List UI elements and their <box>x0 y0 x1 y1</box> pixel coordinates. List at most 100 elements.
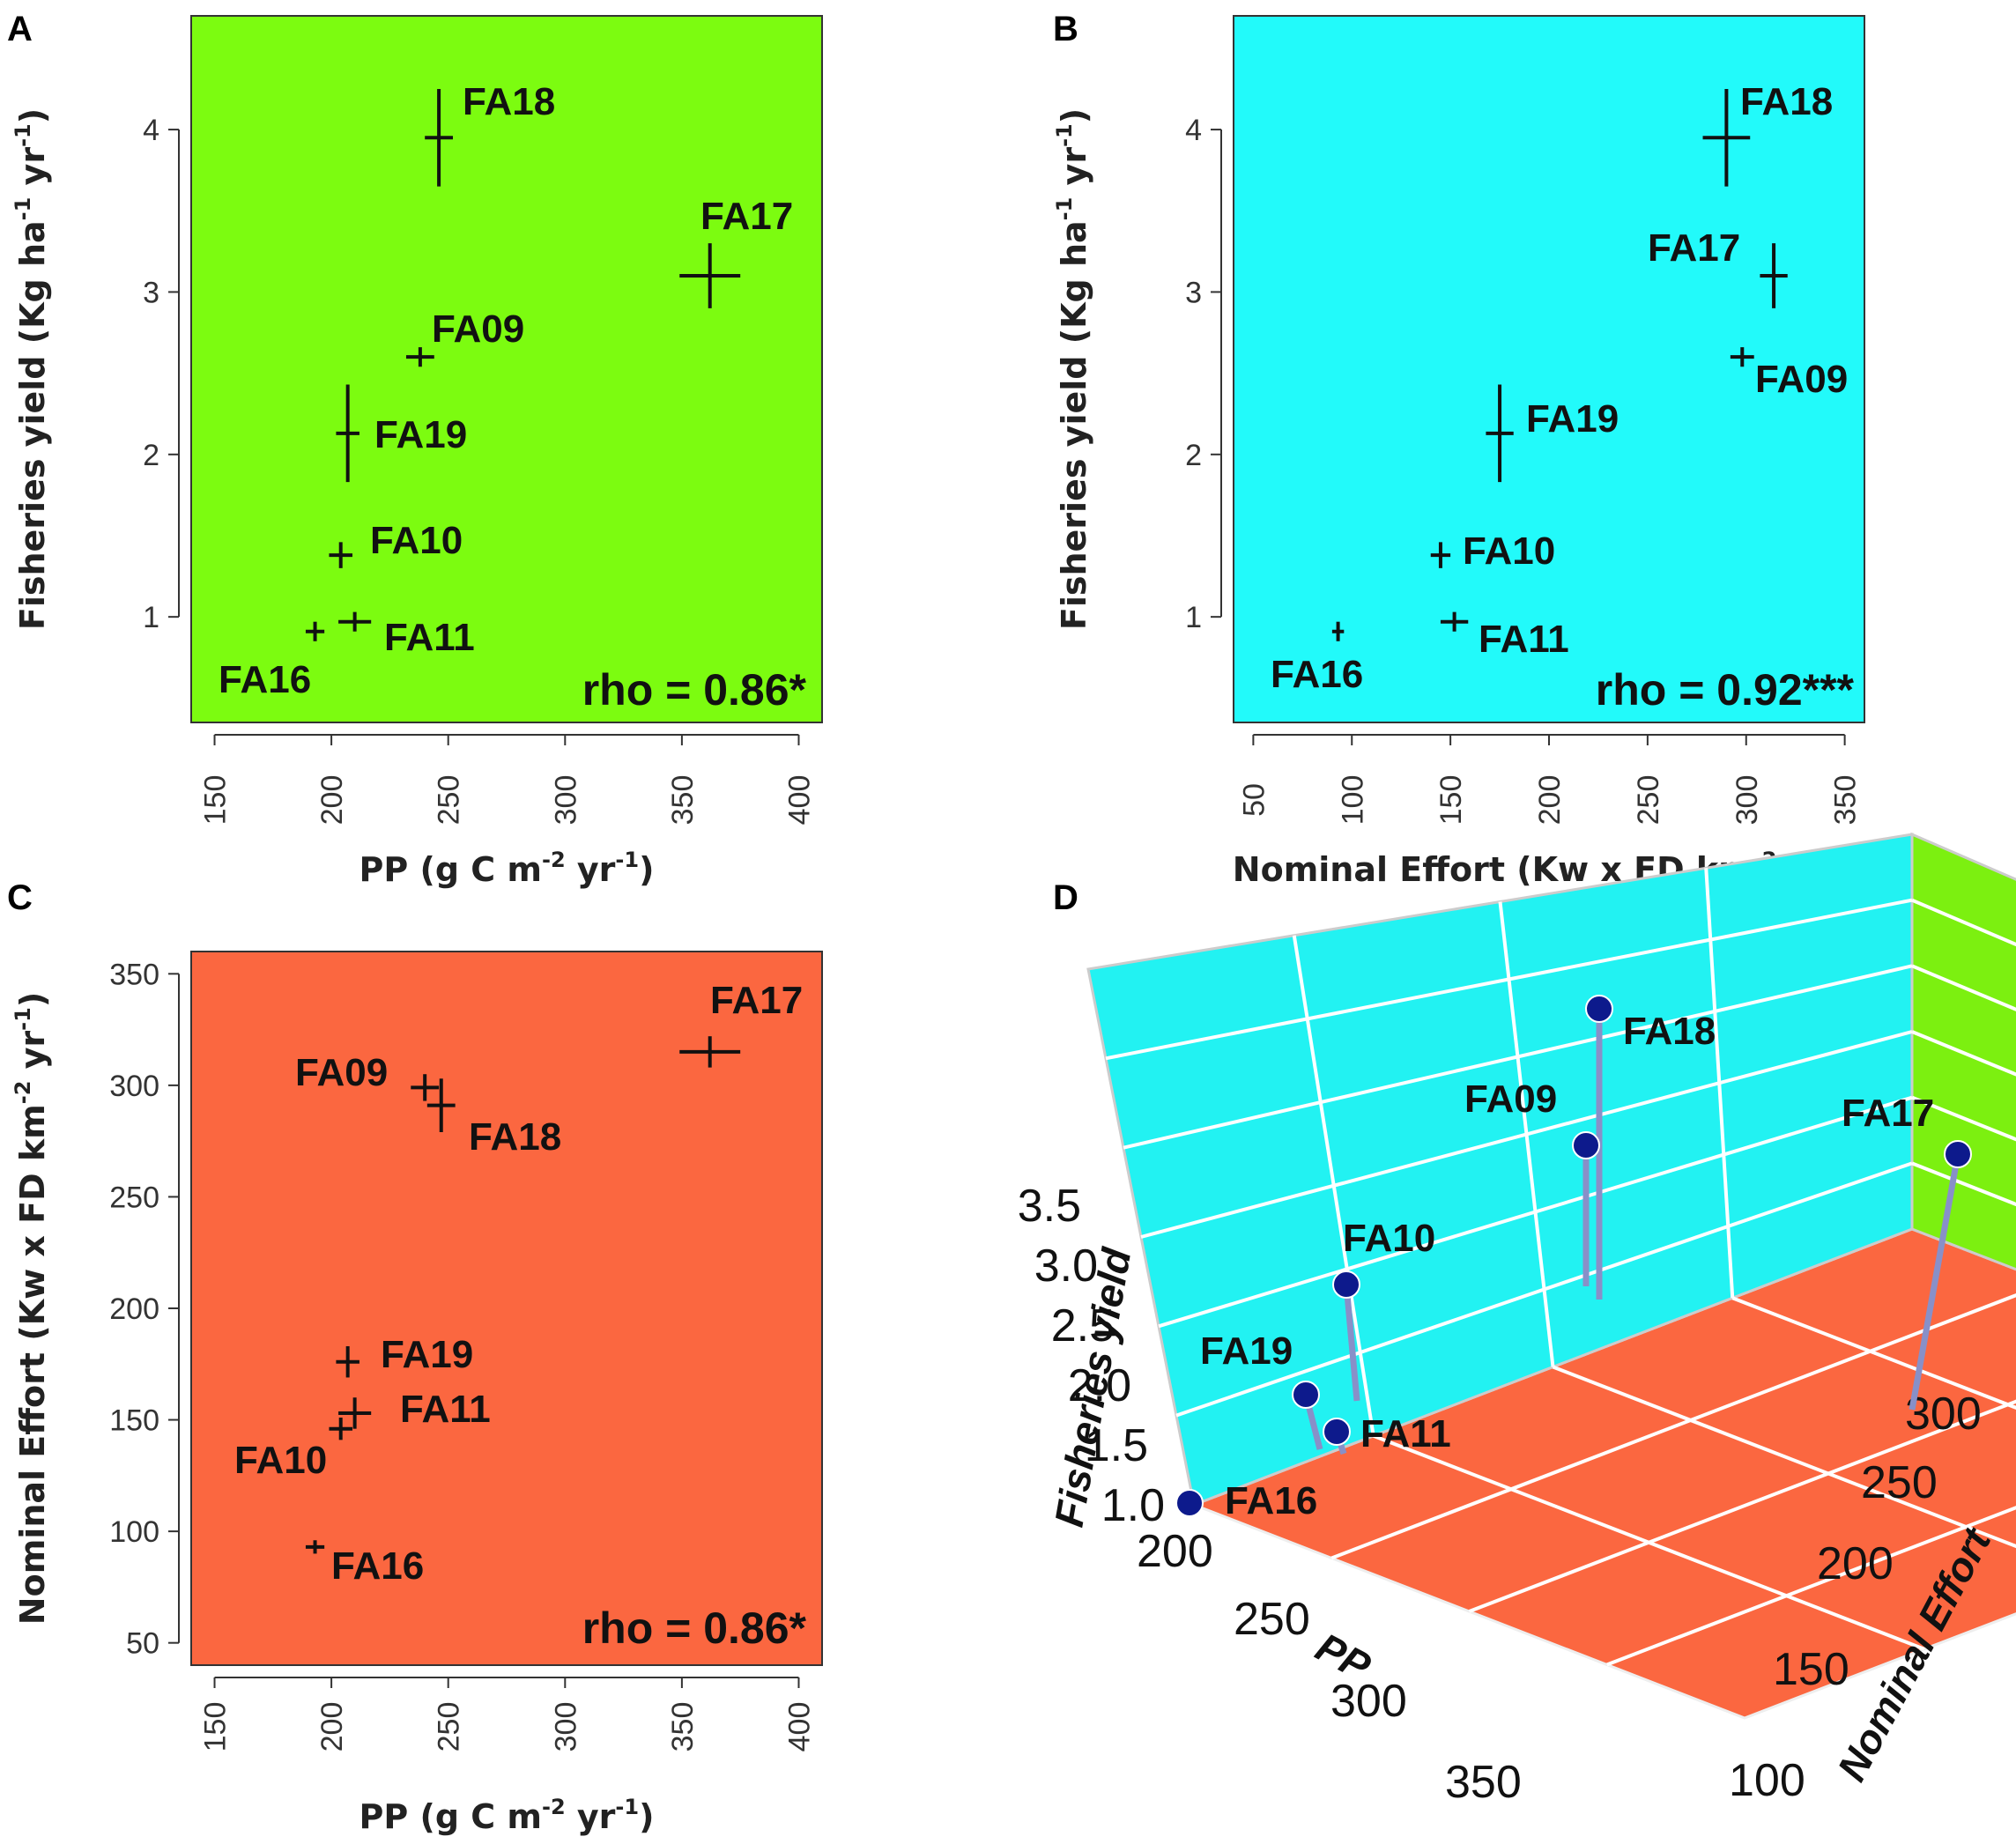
rho-annotation: rho = 0.86* <box>582 665 807 715</box>
x-tick-label: 300 <box>1731 775 1764 826</box>
y-axis-title-part: Fisheries yield (Kg ha <box>1055 220 1093 630</box>
x-tick-label: 350 <box>1445 1757 1522 1808</box>
x-tick-label: 300 <box>549 1702 582 1752</box>
point-label-fa11: FA11 <box>400 1388 491 1431</box>
z-tick-label: 2.0 <box>1068 1360 1131 1411</box>
data-point-fa11 <box>1323 1418 1351 1446</box>
y-axis-title-part: ) <box>1055 108 1093 123</box>
x-axis-title-part: ) <box>639 850 654 889</box>
point-label-fa11: FA11 <box>1479 618 1569 661</box>
x-axis-title-part: PP (g C m <box>359 1797 542 1836</box>
point-label-fa18: FA18 <box>1623 1010 1716 1053</box>
point-label-fa11: FA11 <box>1360 1412 1451 1455</box>
x-tick-label: 350 <box>666 775 700 826</box>
x-axis-title: PP (g C m-2 yr-1) <box>359 848 655 889</box>
point-label-fa09: FA09 <box>432 307 524 351</box>
point-label-fa16: FA16 <box>219 658 311 701</box>
x-tick-label: 250 <box>433 775 466 826</box>
plot-area <box>190 951 823 1666</box>
y-axis-title-part: yr <box>1055 147 1093 197</box>
x-tick-label: 300 <box>1330 1676 1407 1727</box>
x-tick-label: 400 <box>782 1702 816 1752</box>
x-axis-title-part: -2 <box>542 848 566 872</box>
wall-gridline <box>1911 1030 2016 1077</box>
point-label-fa19: FA19 <box>381 1333 473 1376</box>
y-tick-label: 300 <box>1905 1389 1982 1440</box>
point-label-fa17: FA17 <box>1648 226 1740 270</box>
z-tick-label: 2.5 <box>1051 1300 1115 1352</box>
point-label-fa18: FA18 <box>469 1115 561 1159</box>
panel-letter: C <box>7 878 33 917</box>
point-label-fa09: FA09 <box>1464 1078 1557 1121</box>
z-tick-label: 3.0 <box>1034 1240 1098 1292</box>
y-axis-title-part: -1 <box>1052 197 1077 221</box>
point-label-fa19: FA19 <box>1526 397 1619 441</box>
x-tick-label: 200 <box>1533 775 1567 826</box>
point-label-fa10: FA10 <box>234 1439 327 1482</box>
x-tick-label: 150 <box>1434 775 1468 826</box>
y-tick-label: 100 <box>1729 1755 1805 1806</box>
y-axis-title-part: -1 <box>11 1007 35 1031</box>
plot-area <box>190 15 823 723</box>
x-tick-label: 250 <box>433 1702 466 1752</box>
wall-gridline <box>1911 964 2016 1011</box>
x-tick-label: 200 <box>1137 1526 1213 1577</box>
data-point-fa19 <box>1292 1381 1320 1409</box>
x-tick-label: 50 <box>1237 783 1271 817</box>
data-point-fa10 <box>1332 1270 1360 1299</box>
wall-gridline <box>1911 1161 2016 1207</box>
wall-gridline <box>1704 868 1735 1299</box>
point-label-fa10: FA10 <box>1343 1217 1435 1260</box>
stem-fa10 <box>1343 1284 1360 1402</box>
floor-gridline <box>1606 1506 2016 1667</box>
panel-d: D 1.0 1.5 2.0 2.5 3.0 3.5 200 250 300 350 100 150 200… <box>1018 832 2016 1808</box>
plot-area <box>1233 15 1865 723</box>
x-tick-label: 400 <box>782 775 816 826</box>
y-tick-label: 4 <box>143 114 159 147</box>
y-axis-title: Fisheries yield (Kg ha-1 yr-1) <box>1052 108 1093 630</box>
y-tick-label: 4 <box>1185 114 1202 147</box>
data-point-fa16 <box>1175 1489 1204 1517</box>
floor-gridline <box>1731 1296 2016 1410</box>
point-label-fa17: FA17 <box>700 195 793 238</box>
x-tick-label: 350 <box>1829 775 1863 826</box>
point-label-fa10: FA10 <box>370 519 463 562</box>
stem-fa17 <box>1909 1153 1961 1411</box>
point-label-fa17: FA17 <box>710 979 803 1022</box>
point-label-fa18: FA18 <box>1740 80 1833 123</box>
point-label-fa09: FA09 <box>295 1051 388 1094</box>
point-label-fa19: FA19 <box>1200 1329 1293 1373</box>
x-axis-title-part: ) <box>639 1797 654 1836</box>
x-tick-label: 150 <box>199 775 233 826</box>
y-tick-label: 3 <box>1185 276 1202 309</box>
z-tick-label: 3.5 <box>1018 1181 1081 1232</box>
x-axis-title: PP (g C m-2 yr-1) <box>359 1795 655 1836</box>
panel-letter: A <box>7 10 33 48</box>
y-tick-label: 50 <box>126 1627 159 1661</box>
y-tick-label: 2 <box>1185 439 1202 472</box>
z-tick-label: 1.0 <box>1101 1480 1165 1531</box>
wall-gridline <box>1292 935 1375 1437</box>
y-axis-title-part: Nominal Effort (Kw x FD km <box>13 1104 52 1625</box>
x-tick-label: 100 <box>1336 775 1369 826</box>
wall-gridline <box>1911 1095 2016 1142</box>
x-tick-label: 200 <box>315 1702 349 1752</box>
point-label-fa09: FA09 <box>1755 358 1848 401</box>
panel-letter: D <box>1053 878 1078 917</box>
x-tick-label: 350 <box>666 1702 700 1752</box>
wall-gridline <box>1498 901 1555 1367</box>
y-tick-label: 3 <box>143 276 159 309</box>
z-tick-label: 1.5 <box>1085 1420 1148 1471</box>
panel-c: C 150 200 250 300 350 400 50 100 150 200 250 300 350 P… <box>7 878 823 1836</box>
x-tick-label: 250 <box>1632 775 1665 826</box>
rho-annotation: rho = 0.86* <box>582 1603 807 1653</box>
y-tick-label: 200 <box>109 1292 159 1326</box>
floor-gridline <box>1552 1365 2016 1549</box>
x-tick-label: 150 <box>199 1702 233 1752</box>
y-axis-title-part: ) <box>13 108 52 123</box>
y-tick-label: 300 <box>109 1070 159 1103</box>
point-label-fa18: FA18 <box>463 80 555 123</box>
y-tick-label: 150 <box>1773 1644 1849 1695</box>
